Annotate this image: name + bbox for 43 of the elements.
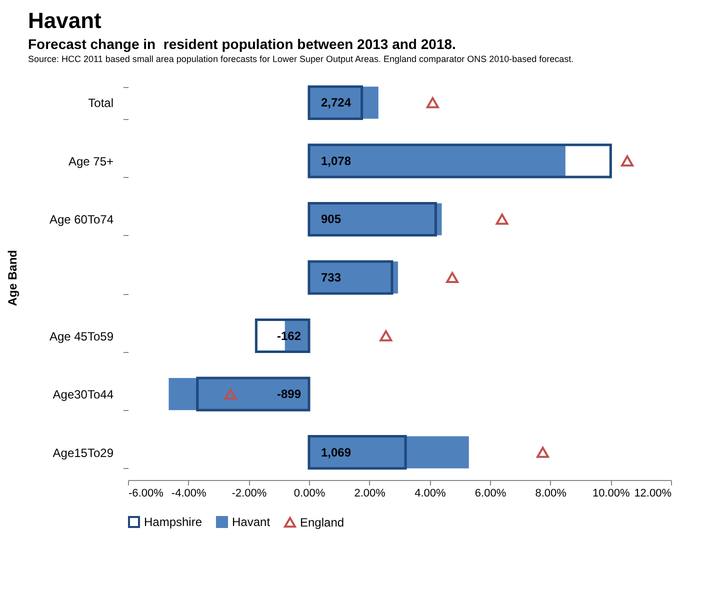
legend-label: Havant <box>232 515 271 529</box>
x-tick-label: 4.00% <box>414 488 446 500</box>
y-tick-label: Total <box>88 96 114 110</box>
y-tick-label: Age 75+ <box>68 154 114 168</box>
x-tick-label: 6.00% <box>474 488 506 500</box>
bar <box>196 376 310 412</box>
x-tick-label: -6.00% <box>128 488 164 500</box>
annotation: -899 <box>276 387 302 402</box>
y-tick-label: Age 60To74 <box>49 212 114 227</box>
bar <box>308 85 364 120</box>
x-tick-label: -4.00% <box>171 488 206 500</box>
legend-label: Hampshire <box>144 515 202 529</box>
annotation: 2,724 <box>321 96 352 110</box>
bar <box>168 378 309 410</box>
annotation: 1,078 <box>321 154 352 168</box>
bar <box>308 435 407 470</box>
annotation: 733 <box>321 270 342 284</box>
source-note: Source: HCC 2011 based small area population forecasts for Lower Super Output Areas. England comparator ONS 2010-based forecast. <box>28 54 575 64</box>
bar <box>309 436 469 468</box>
legend-label: England <box>300 515 344 530</box>
x-tick-label: 0.00% <box>294 488 326 500</box>
x-tick-label: 10.00% <box>592 488 630 500</box>
x-tick-label: 2.00% <box>354 488 386 500</box>
bar <box>308 144 612 178</box>
chart-subtitle: Forecast change in resident population between 2013 and 2018. <box>28 36 457 52</box>
point <box>621 155 634 166</box>
y-tick-label: Age15To29 <box>52 446 114 460</box>
point <box>536 446 550 458</box>
annotation: 905 <box>321 212 342 226</box>
point <box>224 388 237 400</box>
point <box>380 330 392 342</box>
y-axis-title: Age Band <box>5 250 20 306</box>
annotation: 1,069 <box>321 445 352 460</box>
x-tick-label: -2.00% <box>232 488 267 500</box>
y-tick-label: Age 45To59 <box>49 329 114 344</box>
x-tick-label: 8.00% <box>535 488 567 500</box>
point <box>496 214 508 225</box>
x-tick-label: 12.00% <box>634 488 672 500</box>
point <box>446 272 459 284</box>
chart-title: Havant <box>28 8 102 34</box>
point <box>426 97 439 108</box>
bar <box>309 144 566 177</box>
y-tick-label: Age30To44 <box>52 388 114 402</box>
